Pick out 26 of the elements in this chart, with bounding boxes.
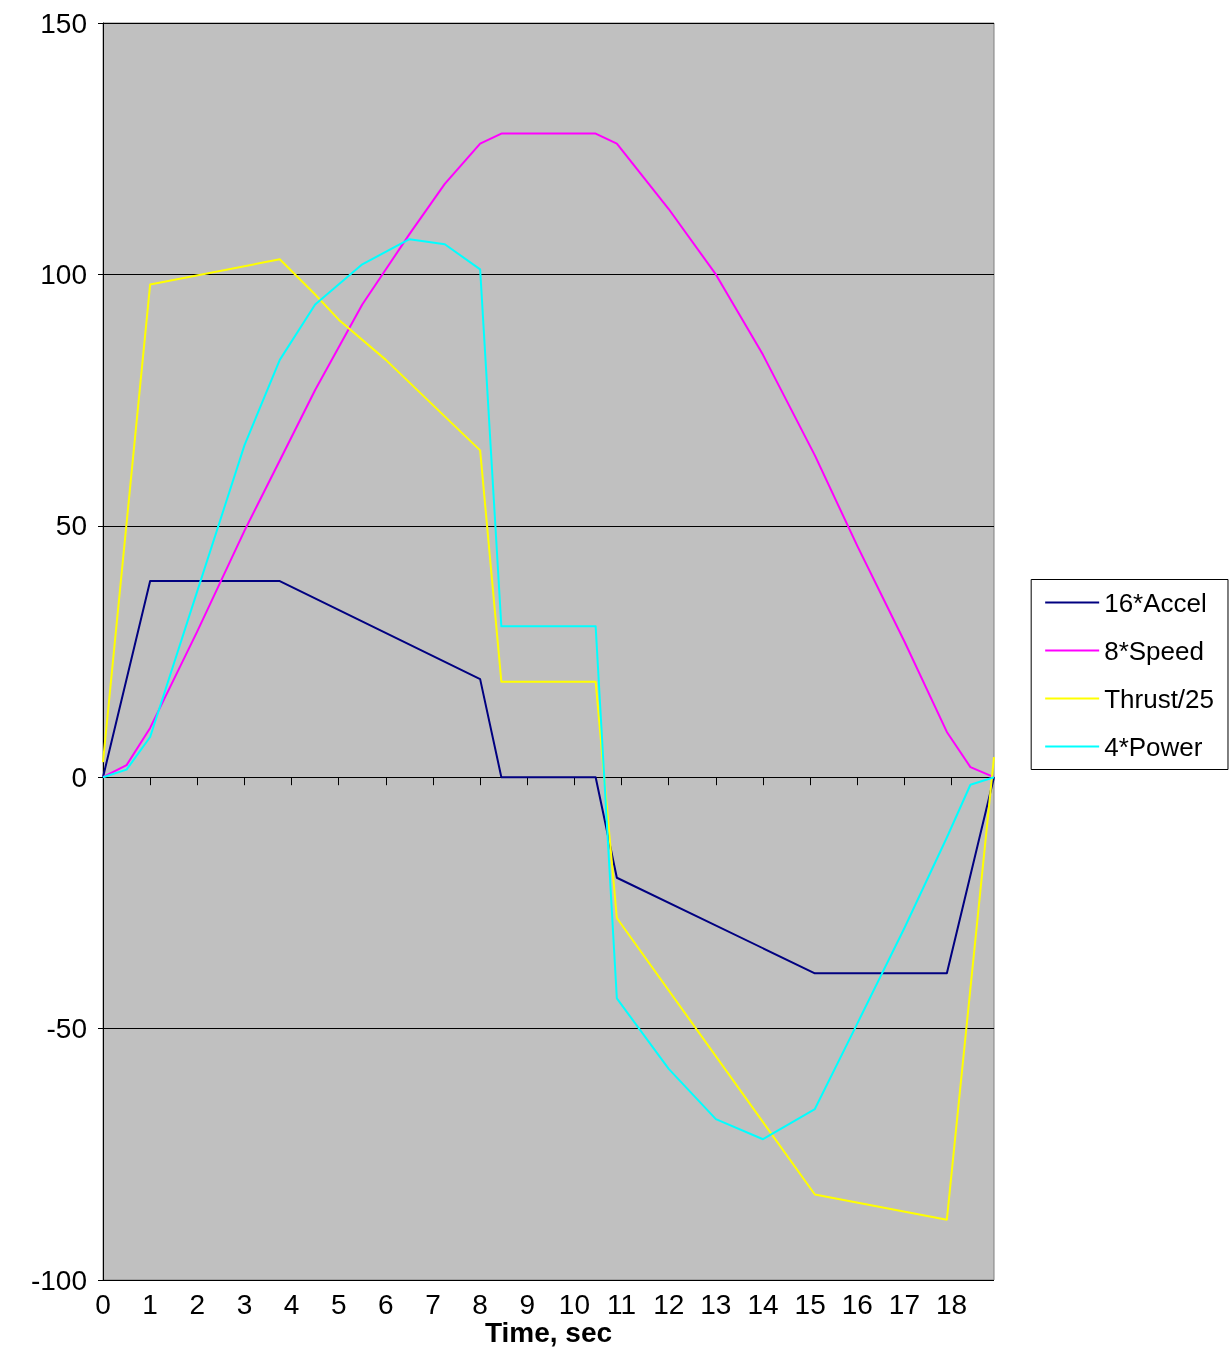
y-tick-label: 100 (40, 258, 87, 290)
x-tick-label: 5 (330, 1288, 347, 1320)
x-tick-label: 17 (888, 1288, 921, 1320)
x-tick-label: 7 (425, 1288, 441, 1320)
line-series (102, 580, 995, 975)
y-tick-label: 0 (71, 761, 87, 793)
y-tick-label: -50 (46, 1013, 87, 1045)
x-tick-label: 1 (142, 1288, 158, 1320)
legend-label: 4*Power (1104, 731, 1203, 762)
legend-label: Thrust/25 (1104, 683, 1214, 714)
x-tick-label: 18 (935, 1288, 968, 1320)
legend-label: 16*Accel (1104, 587, 1207, 618)
x-tick-label: 13 (700, 1288, 732, 1320)
x-tick-label: 6 (378, 1288, 394, 1320)
x-tick-label: 2 (189, 1288, 206, 1320)
y-tick-label: 150 (40, 7, 87, 39)
x-tick-label: 12 (653, 1288, 685, 1320)
x-tick-label: 0 (95, 1288, 111, 1320)
x-tick-label: 4 (283, 1288, 300, 1320)
x-tick-label: 14 (747, 1288, 779, 1320)
y-tick-label: 50 (55, 510, 87, 542)
x-tick-label: 16 (841, 1288, 873, 1320)
x-tick-label: 15 (794, 1288, 826, 1320)
x-tick-label: 3 (236, 1288, 253, 1320)
y-tick-label: -100 (30, 1264, 87, 1296)
legend-label: 8*Speed (1104, 635, 1204, 666)
